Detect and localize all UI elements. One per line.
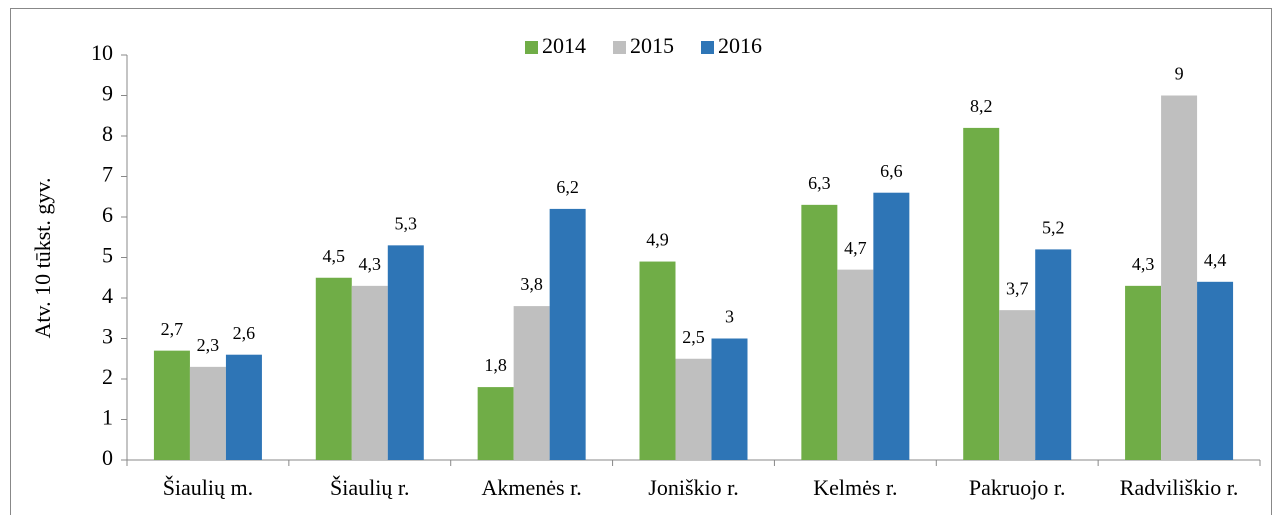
bar — [711, 338, 748, 460]
bar — [675, 358, 712, 460]
x-tick-label: Šiaulių m. — [163, 475, 253, 500]
bar — [477, 387, 514, 460]
data-label: 3,7 — [1006, 278, 1029, 298]
data-label: 4,3 — [359, 254, 382, 274]
data-label: 6,3 — [808, 173, 831, 193]
x-tick-label: Akmenės r. — [482, 475, 582, 500]
data-label: 4,7 — [844, 238, 867, 258]
bar — [315, 277, 352, 460]
y-tick-label: 0 — [102, 445, 113, 470]
data-label: 6,6 — [880, 161, 903, 181]
y-axis-title: Atv. 10 tūkst. gyv. — [30, 178, 55, 339]
y-tick-label: 9 — [102, 81, 113, 106]
data-label: 2,5 — [682, 327, 705, 347]
y-tick-label: 1 — [102, 405, 113, 430]
bar — [1197, 281, 1234, 460]
data-label: 2,7 — [161, 319, 184, 339]
y-tick-label: 4 — [102, 283, 113, 308]
bar — [549, 208, 586, 460]
bar — [639, 261, 676, 460]
y-tick-label: 8 — [102, 121, 113, 146]
data-label: 9 — [1175, 64, 1184, 84]
bar — [513, 306, 550, 460]
data-label: 8,2 — [970, 96, 993, 116]
bar — [351, 285, 388, 460]
data-label: 3,8 — [520, 274, 543, 294]
data-label: 1,8 — [484, 355, 507, 375]
bar — [189, 366, 226, 460]
data-label: 4,9 — [646, 230, 669, 250]
data-label: 3 — [725, 307, 734, 327]
y-tick-label: 3 — [102, 324, 113, 349]
legend-label: 2014 — [542, 33, 586, 58]
data-label: 4,3 — [1132, 254, 1155, 274]
data-label: 6,2 — [556, 177, 579, 197]
data-label: 5,3 — [395, 213, 418, 233]
bar — [1125, 285, 1162, 460]
y-tick-label: 5 — [102, 243, 113, 268]
y-tick-label: 6 — [102, 202, 113, 227]
bar — [837, 269, 874, 460]
bar — [1035, 249, 1072, 460]
y-tick-label: 7 — [102, 162, 113, 187]
bar — [1161, 95, 1198, 460]
x-tick-label: Pakruojo r. — [969, 475, 1066, 500]
legend-swatch — [701, 41, 714, 54]
x-tick-label: Radviliškio r. — [1120, 475, 1239, 500]
frame — [10, 8, 1272, 515]
bar — [801, 204, 838, 460]
data-label: 2,3 — [197, 335, 220, 355]
bar — [873, 192, 910, 460]
bar — [225, 354, 262, 460]
data-label: 5,2 — [1042, 218, 1065, 238]
legend-label: 2016 — [718, 33, 762, 58]
bar — [153, 350, 190, 460]
legend-label: 2015 — [630, 33, 674, 58]
y-tick-label: 10 — [91, 40, 113, 65]
x-tick-label: Joniškio r. — [648, 475, 738, 500]
data-label: 4,5 — [323, 246, 346, 266]
legend-swatch — [525, 41, 538, 54]
x-tick-label: Kelmės r. — [813, 475, 897, 500]
data-label: 4,4 — [1204, 250, 1227, 270]
y-tick-label: 2 — [102, 364, 113, 389]
data-label: 2,6 — [233, 323, 256, 343]
bar — [963, 127, 1000, 461]
bar — [999, 310, 1036, 460]
x-tick-label: Šiaulių r. — [330, 475, 409, 500]
legend-swatch — [613, 41, 626, 54]
bar — [387, 245, 424, 460]
